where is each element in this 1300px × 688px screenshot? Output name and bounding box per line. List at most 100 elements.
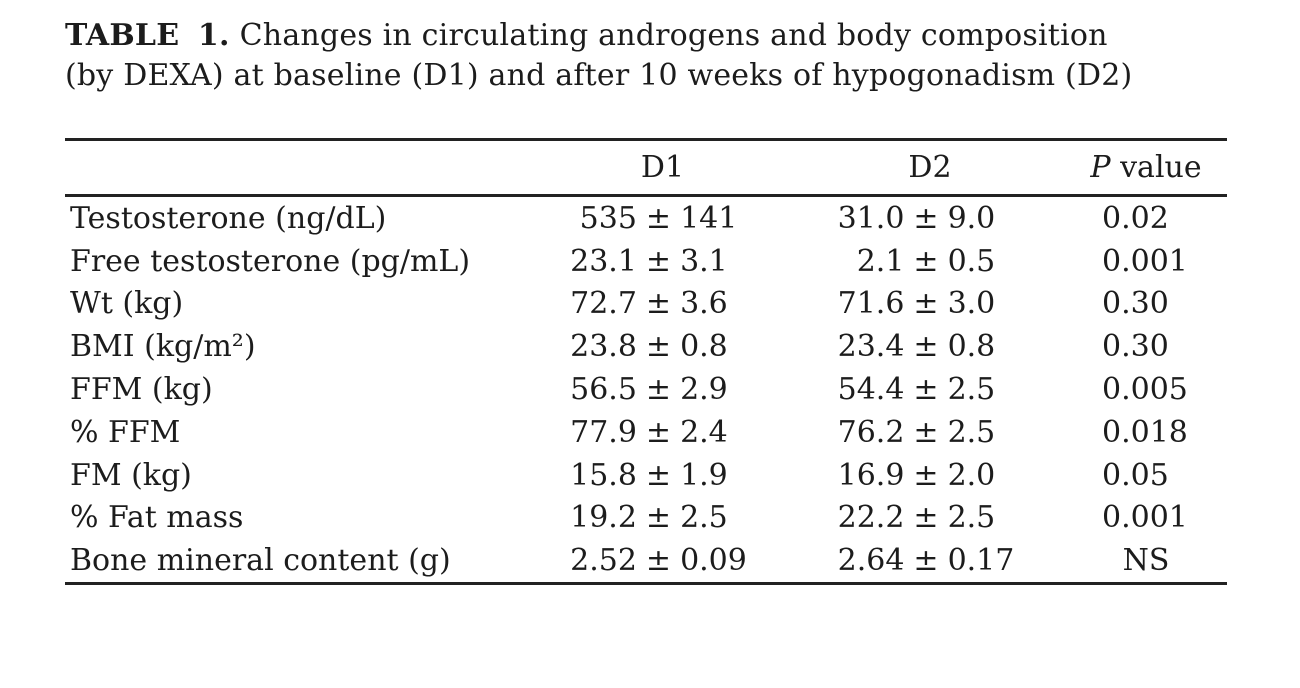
plus-minus-sign: ± bbox=[645, 543, 672, 579]
plus-minus-sign: ± bbox=[913, 200, 939, 236]
p-value-cell: 0.018 bbox=[1065, 415, 1227, 450]
p-value: 0.05 bbox=[1102, 457, 1169, 493]
d1-sd: 0.09 bbox=[680, 543, 747, 579]
p-value-cell: 0.30 bbox=[1065, 329, 1227, 364]
p-value: 0.001 bbox=[1102, 243, 1188, 279]
plus-minus-sign: ± bbox=[645, 200, 672, 236]
p-word: value bbox=[1120, 150, 1202, 185]
d2-value-cell: 54.4 ± 2.5 bbox=[795, 372, 1065, 407]
d2-sd: 0.5 bbox=[947, 243, 996, 279]
p-value: 0.02 bbox=[1102, 200, 1169, 236]
d2-mean: 23.4 bbox=[837, 329, 905, 365]
d1-value-cell: 72.7 ± 3.6 bbox=[530, 286, 795, 321]
d1-sd: 2.5 bbox=[680, 500, 728, 536]
d2-mean: 54.4 bbox=[837, 372, 905, 408]
d2-sd: 9.0 bbox=[947, 200, 996, 236]
table-header-rule bbox=[65, 194, 1227, 197]
p-value: 0.018 bbox=[1102, 414, 1188, 450]
d1-sd: 0.8 bbox=[680, 329, 728, 365]
p-value-cell: 0.005 bbox=[1065, 372, 1227, 407]
table-row: Bone mineral content (g) 2.52 ± 0.09 2.6… bbox=[65, 539, 1227, 582]
d2-sd: 2.5 bbox=[947, 414, 996, 450]
plus-minus-sign: ± bbox=[913, 500, 939, 536]
plus-minus-sign: ± bbox=[645, 500, 672, 536]
p-value: 0.005 bbox=[1102, 372, 1188, 408]
column-header-d2: D2 bbox=[908, 150, 952, 185]
plus-minus-sign: ± bbox=[913, 329, 939, 365]
row-label: FM (kg) bbox=[70, 457, 192, 493]
d1-sd: 3.1 bbox=[680, 243, 728, 279]
table-row: FFM (kg) 56.5 ± 2.9 54.4 ± 2.5 0.005 bbox=[65, 368, 1227, 411]
d2-value-cell: 22.2 ± 2.5 bbox=[795, 500, 1065, 535]
table-row: FM (kg) 15.8 ± 1.9 16.9 ± 2.0 0.05 bbox=[65, 454, 1227, 497]
d1-mean: 15.8 bbox=[570, 457, 637, 493]
plus-minus-sign: ± bbox=[645, 457, 672, 493]
table-row: Free testosterone (pg/mL) 23.1 ± 3.1 2.1… bbox=[65, 240, 1227, 283]
plus-minus-sign: ± bbox=[913, 457, 939, 493]
table-caption-label: TABLE 1. bbox=[65, 18, 230, 53]
d2-value-cell: 23.4 ± 0.8 bbox=[795, 329, 1065, 364]
d2-sd: 0.17 bbox=[947, 543, 1015, 579]
row-label: % Fat mass bbox=[70, 500, 244, 536]
p-symbol: P bbox=[1090, 150, 1111, 185]
d1-sd: 2.9 bbox=[680, 372, 728, 408]
d2-mean: 2.64 bbox=[837, 543, 905, 579]
plus-minus-sign: ± bbox=[913, 372, 939, 408]
table-header-row: D1 D2 P value bbox=[65, 141, 1227, 194]
table-row: Wt (kg) 72.7 ± 3.6 71.6 ± 3.0 0.30 bbox=[65, 283, 1227, 326]
d2-mean: 16.9 bbox=[837, 457, 905, 493]
data-table: D1 D2 P value Testosterone (ng/dL) 535 ±… bbox=[65, 138, 1227, 586]
d1-value-cell: 19.2 ± 2.5 bbox=[530, 500, 795, 535]
d2-value-cell: 76.2 ± 2.5 bbox=[795, 415, 1065, 450]
d2-value-cell: 16.9 ± 2.0 bbox=[795, 458, 1065, 493]
table-row: BMI (kg/m²) 23.8 ± 0.8 23.4 ± 0.8 0.30 bbox=[65, 325, 1227, 368]
p-value: 0.001 bbox=[1102, 500, 1188, 536]
d1-value-cell: 535 ± 141 bbox=[530, 201, 795, 236]
d1-sd: 1.9 bbox=[680, 457, 728, 493]
table-caption: TABLE 1. Changes in circulating androgens… bbox=[65, 16, 1165, 96]
p-value: 0.30 bbox=[1102, 329, 1169, 365]
p-value-cell: 0.001 bbox=[1065, 244, 1227, 279]
p-value-cell: 0.05 bbox=[1065, 458, 1227, 493]
d1-sd: 2.4 bbox=[680, 414, 728, 450]
row-label: Testosterone (ng/dL) bbox=[70, 200, 387, 236]
d1-mean: 2.52 bbox=[570, 543, 637, 579]
d1-sd: 141 bbox=[680, 200, 738, 236]
row-label: Free testosterone (pg/mL) bbox=[70, 243, 471, 279]
d2-sd: 2.0 bbox=[947, 457, 996, 493]
d1-value-cell: 15.8 ± 1.9 bbox=[530, 458, 795, 493]
table-caption-text: Changes in circulating androgens and bod… bbox=[65, 18, 1133, 93]
d2-mean: 71.6 bbox=[837, 286, 905, 322]
row-label: FFM (kg) bbox=[70, 372, 213, 408]
p-value-cell: NS bbox=[1065, 543, 1227, 578]
d2-sd: 0.8 bbox=[947, 329, 996, 365]
d1-value-cell: 23.8 ± 0.8 bbox=[530, 329, 795, 364]
p-value: NS bbox=[1122, 543, 1170, 579]
row-label: Wt (kg) bbox=[70, 286, 184, 322]
d1-value-cell: 56.5 ± 2.9 bbox=[530, 372, 795, 407]
table-row: Testosterone (ng/dL) 535 ± 141 31.0 ± 9.… bbox=[65, 197, 1227, 240]
plus-minus-sign: ± bbox=[645, 329, 672, 365]
p-value: 0.30 bbox=[1102, 286, 1169, 322]
table-row: % Fat mass 19.2 ± 2.5 22.2 ± 2.5 0.001 bbox=[65, 497, 1227, 540]
plus-minus-sign: ± bbox=[913, 243, 939, 279]
d1-mean: 72.7 bbox=[570, 286, 637, 322]
table-top-rule bbox=[65, 138, 1227, 141]
d2-mean: 76.2 bbox=[837, 414, 905, 450]
plus-minus-sign: ± bbox=[645, 414, 672, 450]
table-row: % FFM 77.9 ± 2.4 76.2 ± 2.5 0.018 bbox=[65, 411, 1227, 454]
p-value-cell: 0.001 bbox=[1065, 500, 1227, 535]
column-header-p-value: P value bbox=[1065, 150, 1227, 185]
d2-mean: 2.1 bbox=[856, 243, 905, 279]
d2-sd: 3.0 bbox=[947, 286, 996, 322]
plus-minus-sign: ± bbox=[913, 414, 939, 450]
d2-value-cell: 31.0 ± 9.0 bbox=[795, 201, 1065, 236]
table-bottom-rule bbox=[65, 582, 1227, 586]
d2-sd: 2.5 bbox=[947, 500, 996, 536]
row-label: Bone mineral content (g) bbox=[70, 543, 451, 579]
plus-minus-sign: ± bbox=[645, 243, 672, 279]
d2-mean: 22.2 bbox=[837, 500, 905, 536]
d2-sd: 2.5 bbox=[947, 372, 996, 408]
table-body: Testosterone (ng/dL) 535 ± 141 31.0 ± 9.… bbox=[65, 197, 1227, 582]
plus-minus-sign: ± bbox=[645, 286, 672, 322]
